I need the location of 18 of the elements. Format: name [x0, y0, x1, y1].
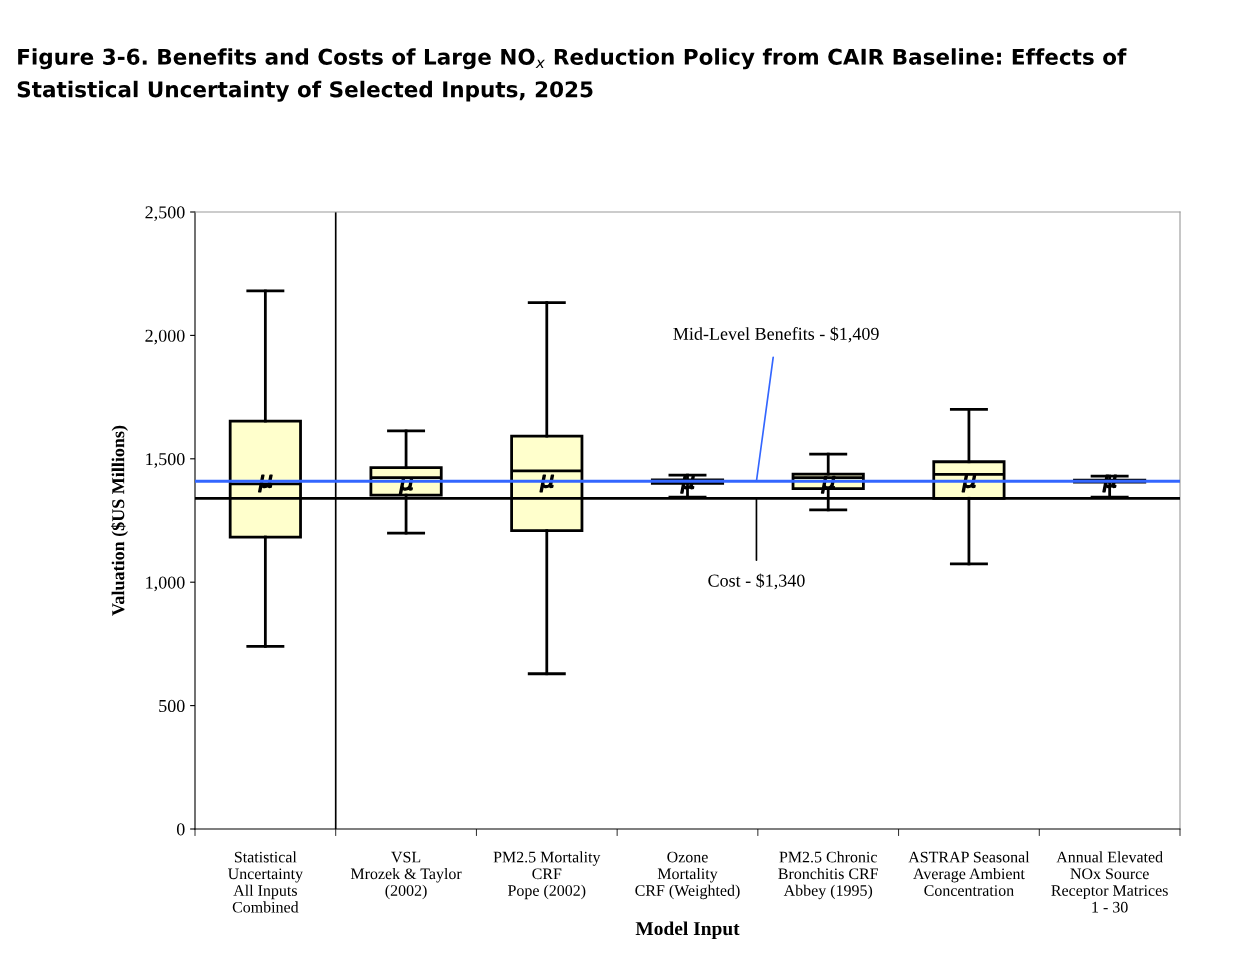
x-tick-label: Ozone Mortality CRF (Weighted): [635, 851, 740, 900]
y-tick-label: 2,000: [145, 329, 185, 345]
x-tick-label: Annual Elevated NOx Source Receptor Matrices 1 - 30: [1051, 851, 1168, 913]
x-tick-label: Statistical Uncertainty All Inputs Combined: [227, 851, 303, 913]
chart-title: Figure 3-6. Benefits and Costs of Large NO$_{x}$ Reduction Policy from CAIR Baseline: Effects of Statistical Uncertainty of Selected Inputs, 2025: [17, 48, 1127, 102]
x-tick-label: PM2.5 Chronic Bronchitis CRF Abbey (1995): [778, 851, 878, 900]
ref-line-label: Cost - $1,340: [708, 573, 805, 590]
x-tick-label: ASTRAP Seasonal Average Ambient Concentration: [908, 851, 1030, 896]
y-tick-label: 500: [159, 699, 185, 713]
y-axis-title: Valuation ($US Millions): [111, 425, 128, 616]
x-axis-title: Model Input: [635, 921, 740, 940]
ref-line-label: Mid-Level Benefits - $1,409: [673, 326, 879, 343]
x-tick-label: VSL Mrozek & Taylor (2002): [350, 851, 462, 900]
y-tick-label: 2,500: [145, 206, 185, 222]
y-tick-label: 1,500: [146, 453, 185, 468]
x-tick-label: PM2.5 Mortality CRF Pope (2002): [493, 851, 601, 900]
y-tick-label: 1,000: [146, 576, 185, 592]
y-tick-label: 0: [176, 823, 185, 836]
